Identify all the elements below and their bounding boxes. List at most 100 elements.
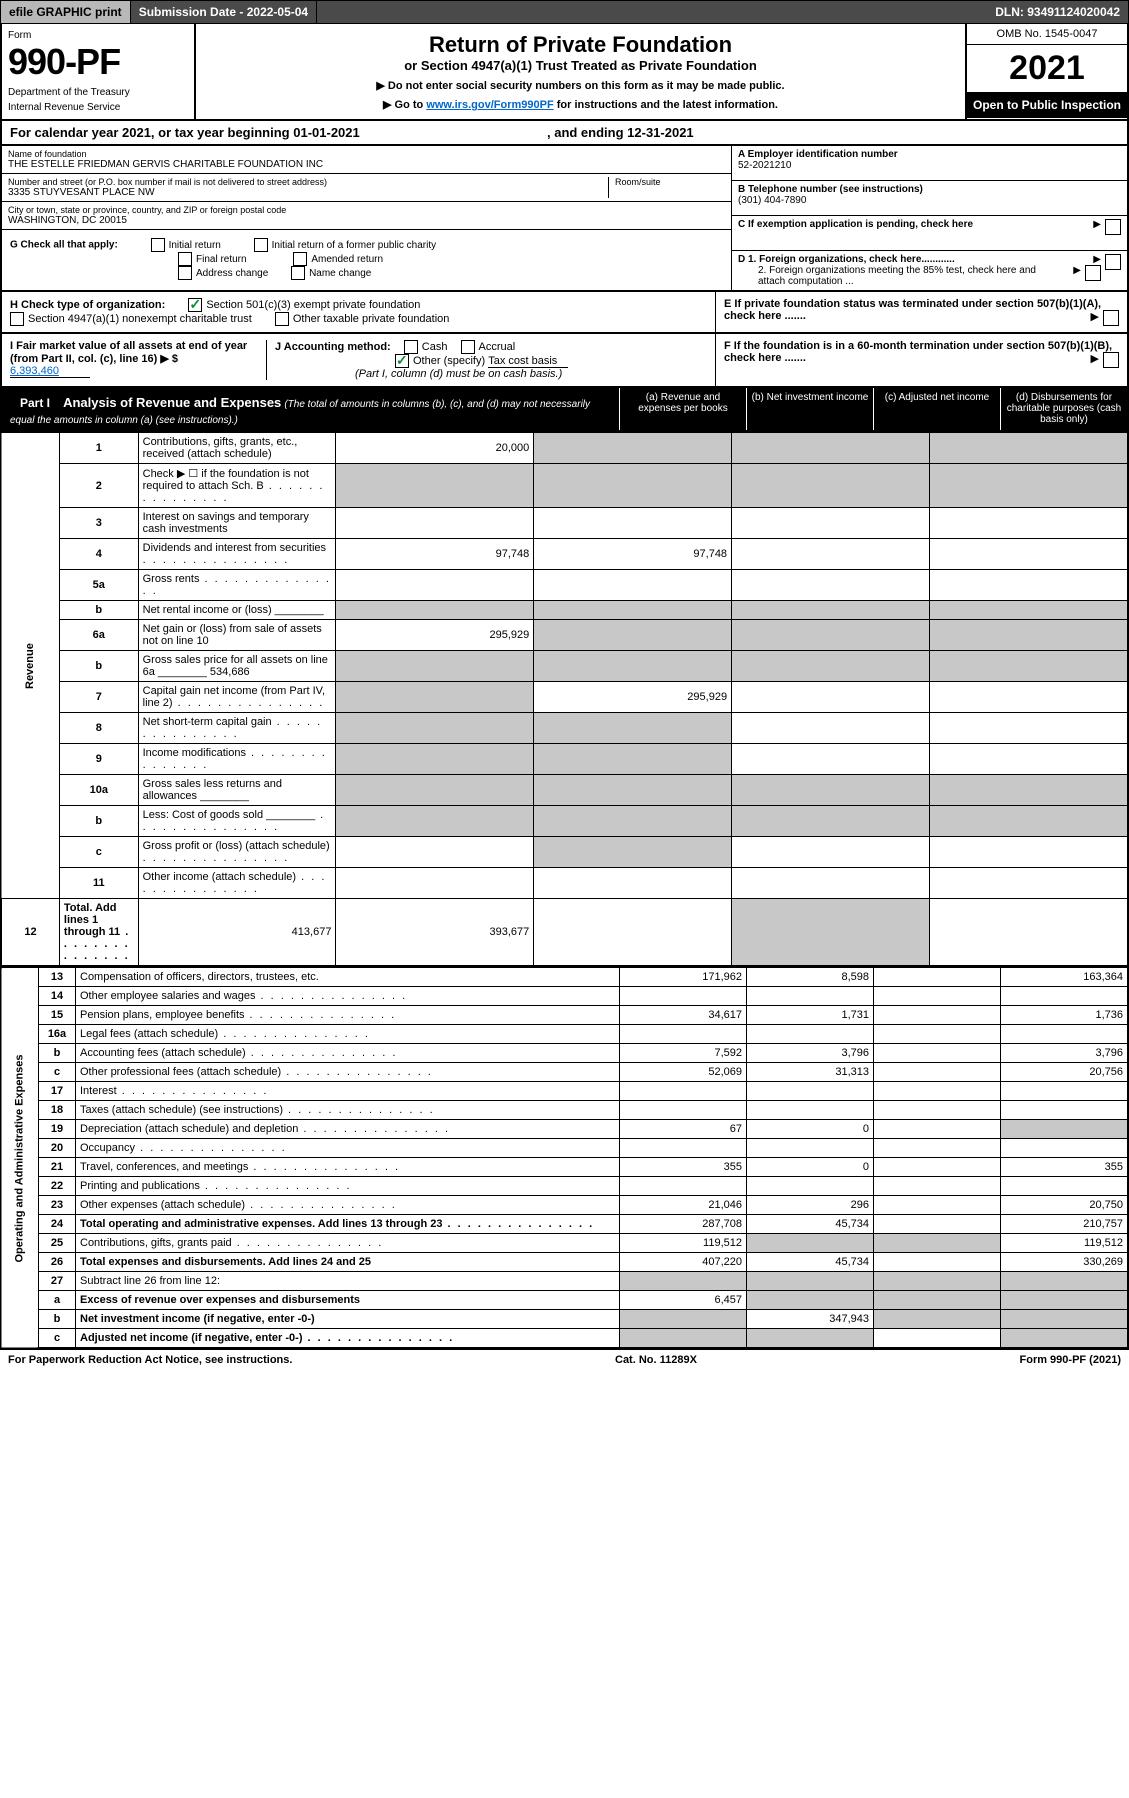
line-desc: Other professional fees (attach schedule…: [76, 1063, 620, 1082]
amt-a: [620, 1101, 747, 1120]
chk-other-acct[interactable]: [395, 354, 409, 368]
irs-link[interactable]: www.irs.gov/Form990PF: [426, 99, 553, 111]
line-num: b: [59, 806, 138, 837]
form-subtitle: or Section 4947(a)(1) Trust Treated as P…: [204, 58, 957, 73]
line-num: 8: [59, 713, 138, 744]
line-desc: Other employee salaries and wages: [76, 987, 620, 1006]
line-desc: Dividends and interest from securities: [138, 539, 336, 570]
identity-block: Name of foundationTHE ESTELLE FRIEDMAN G…: [0, 146, 1129, 292]
line-desc: Gross sales price for all assets on line…: [138, 651, 336, 682]
amt-dd: [929, 433, 1128, 464]
form-note2: ▶ Go to www.irs.gov/Form990PF for instru…: [204, 98, 957, 111]
calendar-year-row: For calendar year 2021, or tax year begi…: [0, 121, 1129, 146]
amt-c: [732, 433, 930, 464]
amt-b: 45,734: [747, 1215, 874, 1234]
amt-a: [620, 1025, 747, 1044]
amt-b: 296: [747, 1196, 874, 1215]
chk-name[interactable]: [291, 266, 305, 280]
amt-b: [534, 651, 732, 682]
amt-a: [336, 570, 534, 601]
chk-f[interactable]: [1103, 352, 1119, 368]
amt-c: [732, 508, 930, 539]
amt-c: [874, 1272, 1001, 1291]
amt-c: [874, 1025, 1001, 1044]
chk-initial-public[interactable]: [254, 238, 268, 252]
chk-amended[interactable]: [293, 252, 307, 266]
addr-label: Number and street (or P.O. box number if…: [8, 177, 608, 187]
chk-501c3[interactable]: [188, 298, 202, 312]
irs: Internal Revenue Service: [8, 102, 188, 113]
amt-dd: 210,757: [1001, 1215, 1129, 1234]
expense-table: Operating and Administrative Expenses 13…: [0, 967, 1129, 1349]
amt-c: [732, 539, 930, 570]
footer-left: For Paperwork Reduction Act Notice, see …: [8, 1354, 292, 1366]
amt-a: [336, 744, 534, 775]
amt-c: [732, 682, 930, 713]
amt-b: 97,748: [534, 539, 732, 570]
amt-dd: [1001, 1120, 1129, 1139]
amt-b: [534, 713, 732, 744]
amt-dd: [929, 601, 1128, 620]
city-label: City or town, state or province, country…: [8, 205, 725, 215]
chk-accrual[interactable]: [461, 340, 475, 354]
line-desc: Contributions, gifts, grants paid: [76, 1234, 620, 1253]
chk-4947[interactable]: [10, 312, 24, 326]
amt-a: 413,677: [138, 899, 336, 967]
amt-dd: [1001, 1272, 1129, 1291]
phone-label: B Telephone number (see instructions): [738, 184, 923, 195]
footer-mid: Cat. No. 11289X: [615, 1354, 697, 1366]
amt-a: [620, 1139, 747, 1158]
amt-b: [747, 1329, 874, 1349]
amt-a: [336, 806, 534, 837]
e-label: E If private foundation status was termi…: [724, 298, 1101, 322]
amt-a: 287,708: [620, 1215, 747, 1234]
chk-d2[interactable]: [1085, 265, 1101, 281]
amt-c: [732, 620, 930, 651]
chk-d1[interactable]: [1105, 254, 1121, 270]
footer-right: Form 990-PF (2021): [1020, 1354, 1121, 1366]
amt-a: 171,962: [620, 968, 747, 987]
line-num: 26: [39, 1253, 76, 1272]
line-num: c: [39, 1329, 76, 1349]
amt-a: 7,592: [620, 1044, 747, 1063]
chk-e[interactable]: [1103, 310, 1119, 326]
amt-a: [336, 508, 534, 539]
side-expenses: Operating and Administrative Expenses: [1, 968, 39, 1349]
amt-a: 20,000: [336, 433, 534, 464]
amt-c: [874, 987, 1001, 1006]
chk-other-tax[interactable]: [275, 312, 289, 326]
amt-dd: [1001, 1082, 1129, 1101]
i-value[interactable]: 6,393,460: [10, 365, 90, 378]
ein-label: A Employer identification number: [738, 149, 898, 160]
chk-address[interactable]: [178, 266, 192, 280]
amt-dd: 163,364: [1001, 968, 1129, 987]
amt-a: 355: [620, 1158, 747, 1177]
line-num: 20: [39, 1139, 76, 1158]
line-desc: Total expenses and disbursements. Add li…: [76, 1253, 620, 1272]
amt-a: [336, 464, 534, 508]
line-desc: Occupancy: [76, 1139, 620, 1158]
amt-b: [534, 806, 732, 837]
col-b: (b) Net investment income: [746, 388, 873, 430]
f-label: F If the foundation is in a 60-month ter…: [724, 340, 1112, 364]
amt-b: [747, 1082, 874, 1101]
line-desc: Net gain or (loss) from sale of assets n…: [138, 620, 336, 651]
line-num: 18: [39, 1101, 76, 1120]
amt-a: [620, 1310, 747, 1329]
amt-c: [874, 1063, 1001, 1082]
amt-dd: 330,269: [1001, 1253, 1129, 1272]
line-desc: Other expenses (attach schedule): [76, 1196, 620, 1215]
line-desc: Compensation of officers, directors, tru…: [76, 968, 620, 987]
amt-c: [874, 1215, 1001, 1234]
amt-dd: 20,750: [1001, 1196, 1129, 1215]
chk-c[interactable]: [1105, 219, 1121, 235]
line-num: 23: [39, 1196, 76, 1215]
d2-label: 2. Foreign organizations meeting the 85%…: [738, 265, 1058, 287]
line-num: 25: [39, 1234, 76, 1253]
amt-c: [874, 1329, 1001, 1349]
amt-b: [747, 1025, 874, 1044]
line-num: 19: [39, 1120, 76, 1139]
amt-b: 295,929: [534, 682, 732, 713]
chk-final[interactable]: [178, 252, 192, 266]
chk-initial[interactable]: [151, 238, 165, 252]
